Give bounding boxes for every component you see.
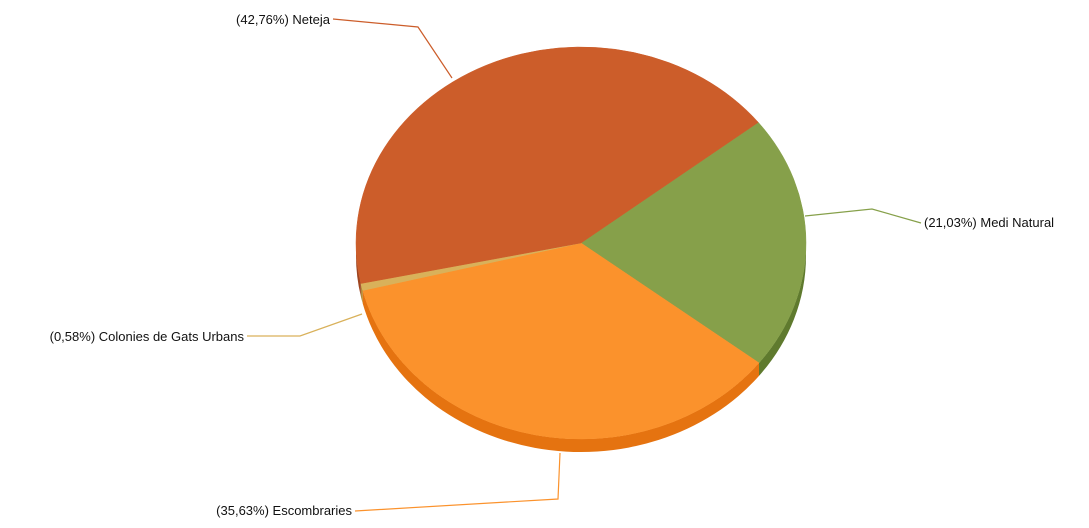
leader-line-escombraries xyxy=(354,452,561,512)
pie-slices xyxy=(355,46,807,440)
pie-slice-escombraries xyxy=(362,242,760,440)
pie-side-walls xyxy=(356,243,806,453)
leader-line-neteja xyxy=(332,18,453,79)
pie-slice-neteja xyxy=(355,46,759,284)
pie-side-escombraries xyxy=(362,290,760,453)
leader-line-colonies-de-gats-urbans xyxy=(247,313,363,337)
pie-side-medi-natural xyxy=(759,243,806,376)
pie-side-neteja xyxy=(356,243,361,297)
data-label-neteja: (42,76%) Neteja xyxy=(236,12,331,27)
leader-line-medi-natural xyxy=(804,208,922,224)
pie-slice-medi-natural xyxy=(580,122,807,364)
data-label-colonies-de-gats-urbans: (0,58%) Colonies de Gats Urbans xyxy=(50,329,245,344)
pie-side-colonies-de-gats-urbans xyxy=(360,283,363,304)
data-label-medi-natural: (21,03%) Medi Natural xyxy=(924,215,1054,230)
data-label-escombraries: (35,63%) Escombraries xyxy=(216,503,352,518)
pie-labels: (21,03%) Medi Natural (35,63%) Escombrari… xyxy=(50,12,1055,518)
